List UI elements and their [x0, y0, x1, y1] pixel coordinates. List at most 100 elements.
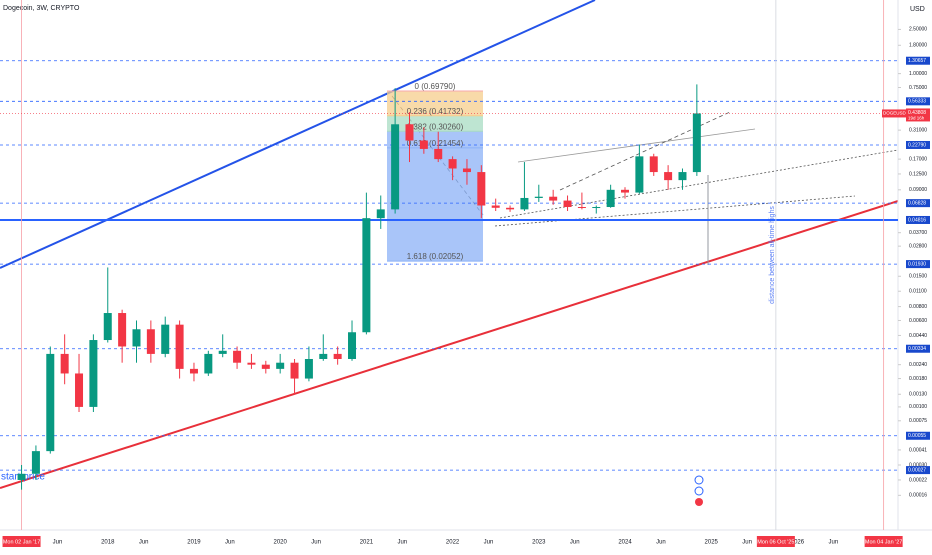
x-tick-label: Jun — [397, 540, 407, 546]
symbol-box — [882, 109, 906, 118]
x-tick-label: 2025 — [705, 540, 719, 546]
x-tick-label: 2026 — [791, 540, 805, 546]
level-box — [906, 199, 930, 208]
fib-band — [387, 90, 483, 116]
candle-body — [233, 350, 242, 363]
level-label: 0.00055 — [908, 433, 926, 439]
candle-body — [462, 168, 471, 173]
y-tick-label: 0.00100 — [909, 404, 927, 410]
x-tick-label: 2024 — [618, 540, 632, 546]
candle-body — [391, 124, 400, 210]
x-tick-label: Jun — [225, 540, 235, 546]
candle-body — [419, 140, 428, 149]
candle-body — [491, 205, 500, 208]
candle-body — [60, 353, 69, 374]
drawings — [0, 0, 899, 489]
candle-body — [261, 364, 270, 369]
date-box — [756, 536, 795, 547]
level-box — [906, 344, 930, 353]
level-box — [906, 56, 930, 65]
candle-body — [161, 324, 170, 354]
level-box — [906, 466, 930, 475]
price-box — [906, 108, 930, 122]
y-tick-label: 0.00800 — [909, 304, 927, 310]
candle-body — [664, 172, 673, 181]
y-tick-label: 0.00016 — [909, 493, 927, 499]
x-tick-label: 2023 — [532, 540, 546, 546]
price-axis — [898, 0, 932, 550]
y-tick-label: 0.02800 — [909, 243, 927, 249]
level-label: 0.01930 — [908, 261, 926, 267]
candle-body — [520, 197, 529, 210]
price-label: 0.43808 — [908, 110, 926, 116]
x-tick-label: Jun — [484, 540, 494, 546]
candle-body — [132, 329, 141, 347]
candle-body — [89, 340, 98, 407]
x-tick-label: Jun — [53, 540, 63, 546]
date-box — [864, 536, 903, 547]
candle-body — [247, 362, 256, 365]
candle-body — [348, 332, 357, 359]
candle-body — [549, 196, 558, 201]
candle-body — [362, 218, 371, 333]
candle-body — [621, 189, 630, 193]
level-label: 1.30657 — [908, 58, 926, 64]
date-label: Mon 02 Jan '17 — [3, 539, 40, 545]
x-tick-label: Jun — [742, 540, 752, 546]
candle-body — [75, 373, 84, 407]
countdown: 19d 16h — [908, 116, 925, 121]
candle-body — [333, 353, 342, 359]
candle-body — [592, 207, 601, 209]
y-tick-label: 0.00030 — [909, 462, 927, 468]
x-tick-label: Jun — [311, 540, 321, 546]
y-tick-label: 0.00075 — [909, 418, 927, 424]
candle-body — [175, 324, 184, 369]
date-box — [2, 536, 41, 547]
icon[interactable] — [695, 498, 703, 506]
x-tick-label: 2018 — [101, 540, 115, 546]
candle-body — [46, 353, 55, 452]
level-label: 0.56333 — [908, 99, 926, 105]
y-tick-label: 0.01100 — [909, 289, 927, 295]
candle-body — [118, 313, 127, 347]
candle-body — [434, 148, 443, 160]
icon[interactable] — [694, 475, 704, 485]
candle-body — [304, 358, 313, 379]
trend-line — [559, 111, 731, 191]
trend-line — [0, 200, 899, 489]
candle-body — [276, 362, 285, 369]
y-tick-label: 0.00041 — [909, 447, 927, 453]
fib-label: 0.236 (0.41732) — [407, 107, 464, 116]
y-tick-label: 0.17000 — [909, 156, 927, 162]
level-box — [906, 215, 930, 224]
x-tick-label: 2020 — [273, 540, 287, 546]
level-label: 0.22790 — [908, 142, 926, 148]
x-tick-label: 2019 — [187, 540, 201, 546]
trend-line — [517, 128, 756, 163]
date-label: Mon 04 Jan '27 — [865, 539, 902, 545]
candle-body — [635, 156, 644, 193]
y-tick-label: 0.31000 — [909, 127, 927, 133]
x-tick-label: Jun — [139, 540, 149, 546]
symbol-label: DOGEUSD — [883, 111, 907, 116]
candle-body — [405, 124, 414, 141]
fib-label: 0.618 (0.21454) — [407, 139, 464, 148]
candle-body — [290, 362, 299, 379]
y-tick-label: 0.00600 — [909, 318, 927, 324]
candle-body — [146, 329, 155, 354]
y-tick-label: 0.12500 — [909, 171, 927, 177]
icon[interactable] — [694, 486, 704, 496]
level-label: 0.04816 — [908, 217, 926, 223]
y-tick-label: 0.09000 — [909, 187, 927, 193]
candle-body — [477, 172, 486, 206]
fib-label: 1.618 (0.02052) — [407, 252, 464, 261]
x-tick-label: Jun — [656, 540, 666, 546]
level-box — [906, 260, 930, 269]
candle-body — [448, 159, 457, 169]
trend-line — [494, 195, 856, 227]
candle-body — [189, 368, 198, 374]
fib-band — [387, 147, 483, 262]
level-box — [906, 431, 930, 440]
